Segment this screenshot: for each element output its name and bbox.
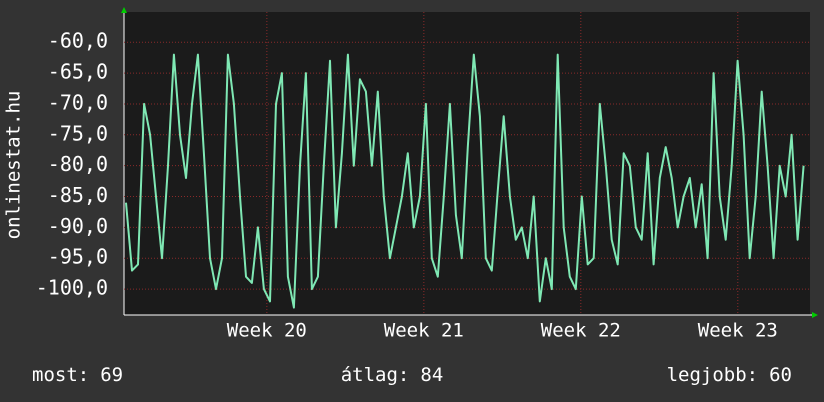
y-tick-label: -85,0 bbox=[48, 183, 108, 207]
stat: most: 69 bbox=[32, 364, 123, 386]
x-tick-label: Week 20 bbox=[227, 320, 307, 342]
y-arrow bbox=[121, 7, 127, 13]
y-tick-label: -90,0 bbox=[48, 214, 108, 238]
stat-value: 84 bbox=[420, 364, 443, 386]
stat-value: 69 bbox=[100, 364, 123, 386]
stat-label: most: bbox=[32, 364, 89, 386]
y-tick-label: -80,0 bbox=[48, 152, 108, 176]
x-tick-label: Week 21 bbox=[384, 320, 464, 342]
y-tick-label: -70,0 bbox=[48, 90, 108, 114]
data-line bbox=[125, 53, 805, 309]
y-tick-label: -60,0 bbox=[48, 29, 108, 53]
y-tick-label: -65,0 bbox=[48, 60, 108, 84]
y-axis-label: onlinestat.hu bbox=[3, 91, 25, 240]
y-tick-label: -75,0 bbox=[48, 121, 108, 145]
stat: legjobb: 60 bbox=[667, 364, 792, 386]
stat-label: átlag: bbox=[341, 364, 410, 386]
y-tick-label: -100,0 bbox=[36, 276, 108, 300]
x-tick-label: Week 23 bbox=[698, 320, 778, 342]
x-arrow bbox=[812, 312, 818, 318]
stat-label: legjobb: bbox=[667, 364, 759, 386]
stat-value: 60 bbox=[769, 364, 792, 386]
stat: átlag: 84 bbox=[341, 364, 444, 386]
x-tick-label: Week 22 bbox=[541, 320, 621, 342]
y-tick-label: -95,0 bbox=[48, 245, 108, 269]
